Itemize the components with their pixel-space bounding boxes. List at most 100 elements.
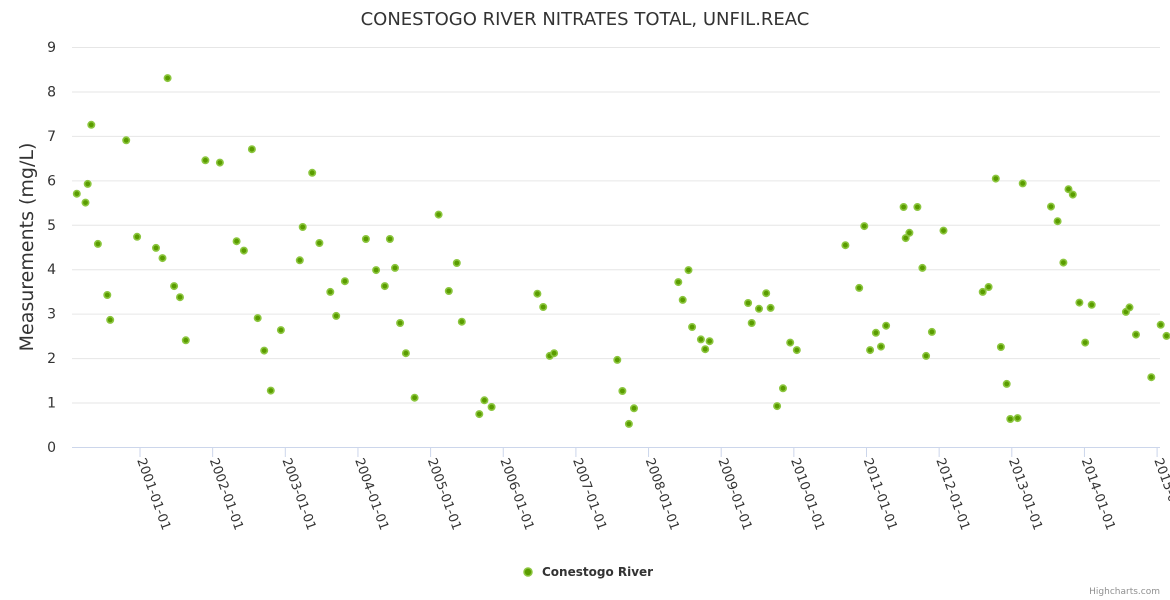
legend-item-conestogo-river[interactable]: Conestogo River bbox=[542, 565, 653, 579]
data-point[interactable] bbox=[684, 266, 693, 275]
data-point[interactable] bbox=[624, 419, 633, 428]
data-point[interactable] bbox=[1047, 202, 1056, 211]
data-point[interactable] bbox=[253, 314, 262, 323]
data-point[interactable] bbox=[444, 286, 453, 295]
data-point[interactable] bbox=[326, 287, 335, 296]
data-point[interactable] bbox=[133, 232, 142, 241]
data-point[interactable] bbox=[927, 327, 936, 336]
data-point[interactable] bbox=[158, 254, 167, 263]
data-point[interactable] bbox=[1068, 190, 1077, 199]
data-point[interactable] bbox=[170, 282, 179, 291]
data-point[interactable] bbox=[201, 156, 210, 165]
data-point[interactable] bbox=[298, 223, 307, 232]
data-point[interactable] bbox=[629, 404, 638, 413]
data-point[interactable] bbox=[380, 282, 389, 291]
data-point[interactable] bbox=[83, 179, 92, 188]
data-point[interactable] bbox=[332, 311, 341, 320]
data-point[interactable] bbox=[176, 293, 185, 302]
data-point[interactable] bbox=[1018, 179, 1027, 188]
data-point[interactable] bbox=[315, 239, 324, 248]
data-point[interactable] bbox=[696, 335, 705, 344]
data-point[interactable] bbox=[1064, 185, 1073, 194]
data-point[interactable] bbox=[701, 345, 710, 354]
data-point[interactable] bbox=[901, 234, 910, 243]
data-point[interactable] bbox=[340, 277, 349, 286]
series-conestogo-river[interactable] bbox=[72, 74, 1170, 428]
data-point[interactable] bbox=[773, 402, 782, 411]
data-point[interactable] bbox=[72, 189, 81, 198]
data-point[interactable] bbox=[215, 158, 224, 167]
data-point[interactable] bbox=[1162, 331, 1170, 340]
data-point[interactable] bbox=[876, 342, 885, 351]
highcharts-credit[interactable]: Highcharts.com bbox=[1089, 587, 1160, 597]
legend-marker[interactable] bbox=[523, 567, 533, 577]
data-point[interactable] bbox=[678, 295, 687, 304]
data-point[interactable] bbox=[613, 355, 622, 364]
data-point[interactable] bbox=[747, 318, 756, 327]
data-point[interactable] bbox=[1132, 330, 1141, 339]
data-point[interactable] bbox=[152, 243, 161, 252]
data-point[interactable] bbox=[533, 289, 542, 298]
data-point[interactable] bbox=[1075, 298, 1084, 307]
data-point[interactable] bbox=[860, 222, 869, 231]
data-point[interactable] bbox=[855, 283, 864, 292]
data-point[interactable] bbox=[939, 226, 948, 235]
data-point[interactable] bbox=[778, 384, 787, 393]
data-point[interactable] bbox=[905, 228, 914, 237]
data-point[interactable] bbox=[163, 74, 172, 83]
data-point[interactable] bbox=[401, 349, 410, 358]
data-point[interactable] bbox=[984, 282, 993, 291]
data-point[interactable] bbox=[434, 210, 443, 219]
data-point[interactable] bbox=[882, 321, 891, 330]
data-point[interactable] bbox=[247, 145, 256, 154]
data-point[interactable] bbox=[295, 256, 304, 265]
data-point[interactable] bbox=[922, 351, 931, 360]
data-point[interactable] bbox=[480, 396, 489, 405]
data-point[interactable] bbox=[93, 239, 102, 248]
data-point[interactable] bbox=[996, 342, 1005, 351]
data-point[interactable] bbox=[1002, 379, 1011, 388]
data-point[interactable] bbox=[918, 263, 927, 272]
data-point[interactable] bbox=[550, 349, 559, 358]
data-point[interactable] bbox=[1053, 217, 1062, 226]
data-point[interactable] bbox=[991, 174, 1000, 183]
data-point[interactable] bbox=[674, 278, 683, 287]
data-point[interactable] bbox=[705, 337, 714, 346]
data-point[interactable] bbox=[1013, 414, 1022, 423]
data-point[interactable] bbox=[1006, 414, 1015, 423]
data-point[interactable] bbox=[181, 336, 190, 345]
data-point[interactable] bbox=[1147, 373, 1156, 382]
data-point[interactable] bbox=[87, 120, 96, 129]
data-point[interactable] bbox=[754, 304, 763, 313]
data-point[interactable] bbox=[978, 287, 987, 296]
data-point[interactable] bbox=[260, 346, 269, 355]
data-point[interactable] bbox=[457, 317, 466, 326]
data-point[interactable] bbox=[81, 198, 90, 207]
data-point[interactable] bbox=[913, 203, 922, 212]
data-point[interactable] bbox=[239, 246, 248, 255]
data-point[interactable] bbox=[396, 318, 405, 327]
data-point[interactable] bbox=[744, 298, 753, 307]
data-point[interactable] bbox=[1125, 303, 1134, 312]
data-point[interactable] bbox=[390, 263, 399, 272]
data-point[interactable] bbox=[475, 410, 484, 419]
data-point[interactable] bbox=[122, 136, 131, 145]
data-point[interactable] bbox=[618, 386, 627, 395]
data-point[interactable] bbox=[266, 386, 275, 395]
data-point[interactable] bbox=[871, 328, 880, 337]
data-point[interactable] bbox=[308, 168, 317, 177]
data-point[interactable] bbox=[792, 346, 801, 355]
legend[interactable]: Conestogo River bbox=[523, 565, 653, 579]
data-point[interactable] bbox=[786, 338, 795, 347]
data-point[interactable] bbox=[106, 315, 115, 324]
data-point[interactable] bbox=[372, 266, 381, 275]
data-point[interactable] bbox=[841, 241, 850, 250]
data-point[interactable] bbox=[452, 258, 461, 267]
data-point[interactable] bbox=[103, 290, 112, 299]
data-point[interactable] bbox=[1156, 320, 1165, 329]
data-point[interactable] bbox=[232, 237, 241, 246]
data-point[interactable] bbox=[276, 326, 285, 335]
data-point[interactable] bbox=[766, 303, 775, 312]
data-point[interactable] bbox=[1081, 338, 1090, 347]
data-point[interactable] bbox=[410, 393, 419, 402]
